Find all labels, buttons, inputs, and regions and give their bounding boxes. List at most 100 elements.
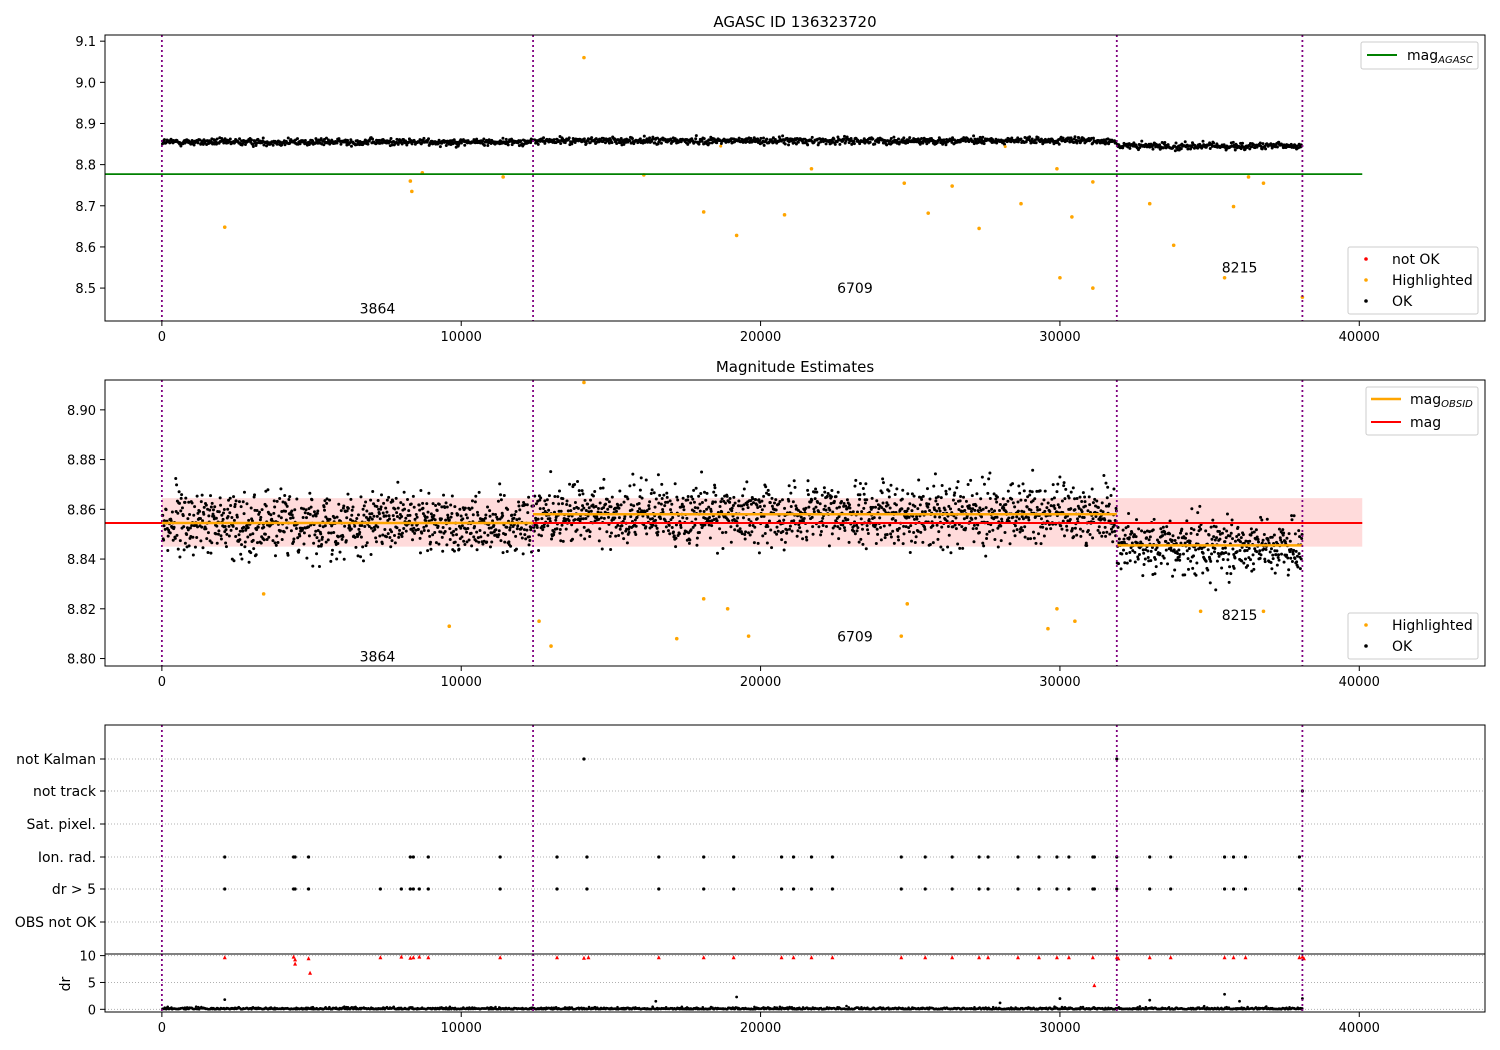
ok-point xyxy=(400,142,404,146)
ok-point xyxy=(345,509,349,513)
ok-point xyxy=(245,502,249,506)
flag-point xyxy=(791,855,796,859)
ok-point xyxy=(1049,504,1053,508)
ok-point xyxy=(440,505,444,509)
ok-point xyxy=(988,497,992,501)
highlighted-point xyxy=(537,619,541,624)
ok-point xyxy=(842,137,846,141)
ok-point xyxy=(1199,527,1203,531)
ok-point xyxy=(1215,536,1219,540)
ok-point xyxy=(682,508,686,512)
ok-point xyxy=(199,539,203,543)
ok-point xyxy=(469,531,473,535)
ok-point xyxy=(308,491,312,495)
ok-point xyxy=(985,532,989,536)
ok-point xyxy=(858,482,862,486)
ok-point xyxy=(1135,518,1139,522)
ok-point xyxy=(751,497,755,501)
ok-point xyxy=(1080,510,1084,514)
ok-point xyxy=(453,540,457,544)
ok-point xyxy=(284,518,288,522)
ok-point xyxy=(1224,551,1228,555)
ok-point xyxy=(880,491,884,495)
ok-point xyxy=(949,507,953,511)
ok-point xyxy=(325,497,329,501)
ok-point xyxy=(1037,532,1041,536)
ok-point xyxy=(1258,556,1262,560)
ok-point xyxy=(1210,552,1214,556)
ok-point xyxy=(901,488,905,492)
ok-point xyxy=(894,503,898,507)
ok-point xyxy=(515,527,519,531)
ok-point xyxy=(778,500,782,504)
ok-point xyxy=(1249,558,1253,562)
ok-point xyxy=(629,141,633,145)
ok-point xyxy=(714,493,718,497)
ok-point xyxy=(424,519,428,523)
ok-point xyxy=(561,497,565,501)
ok-point xyxy=(1073,508,1077,512)
ok-point xyxy=(243,142,247,146)
ok-point xyxy=(505,525,509,529)
ok-point xyxy=(443,530,447,534)
ok-point xyxy=(260,508,264,512)
ok-point xyxy=(981,507,985,511)
ok-point xyxy=(1069,490,1073,494)
ok-point xyxy=(931,541,935,545)
ok-point xyxy=(859,517,863,521)
ok-point xyxy=(224,541,228,545)
ok-point xyxy=(782,548,786,552)
ok-point xyxy=(265,538,269,542)
ok-point xyxy=(879,538,883,542)
ok-point xyxy=(1153,572,1157,576)
ok-point xyxy=(1064,487,1068,491)
ok-point xyxy=(1071,486,1075,490)
ok-point xyxy=(1013,505,1017,509)
ok-point xyxy=(951,498,955,502)
ok-point xyxy=(463,506,467,510)
ok-point xyxy=(838,527,842,531)
ok-point xyxy=(361,559,365,563)
flag-point xyxy=(223,887,227,891)
ok-point xyxy=(1297,552,1301,556)
ok-point xyxy=(783,540,787,544)
ok-point xyxy=(935,509,939,513)
ok-point xyxy=(565,499,569,503)
x-tick-label: 30000 xyxy=(1039,675,1080,690)
ok-point xyxy=(1241,141,1245,145)
ok-point xyxy=(1260,518,1264,522)
ok-point xyxy=(1103,518,1107,522)
ok-point xyxy=(228,137,232,141)
ok-point xyxy=(1294,549,1298,553)
ok-point xyxy=(413,517,417,521)
ok-point xyxy=(176,511,180,515)
ok-point xyxy=(613,137,617,141)
ok-point xyxy=(440,535,444,539)
ok-point xyxy=(1146,549,1150,553)
ok-point xyxy=(340,537,344,541)
ok-point xyxy=(913,540,917,544)
ok-point xyxy=(209,505,213,509)
flag-point xyxy=(399,887,403,891)
ok-point xyxy=(615,141,619,145)
ok-point xyxy=(789,491,793,495)
ok-point xyxy=(229,504,233,508)
ok-point xyxy=(1048,509,1052,513)
ok-point xyxy=(796,140,800,144)
ok-point xyxy=(247,560,251,564)
ok-point xyxy=(1270,535,1274,539)
ok-point xyxy=(651,523,655,527)
ok-point xyxy=(1091,536,1095,540)
ok-point xyxy=(1166,143,1170,147)
ok-point xyxy=(748,523,752,527)
legend-ok-label: OK xyxy=(1392,294,1413,310)
flag-point xyxy=(411,887,415,891)
ok-point xyxy=(476,536,480,540)
ok-point xyxy=(842,502,846,506)
ok-point xyxy=(387,495,391,499)
ok-point xyxy=(987,530,991,534)
ok-point xyxy=(1085,543,1089,547)
ok-point xyxy=(1001,497,1005,501)
ok-point xyxy=(984,554,988,558)
ok-point xyxy=(370,517,374,521)
